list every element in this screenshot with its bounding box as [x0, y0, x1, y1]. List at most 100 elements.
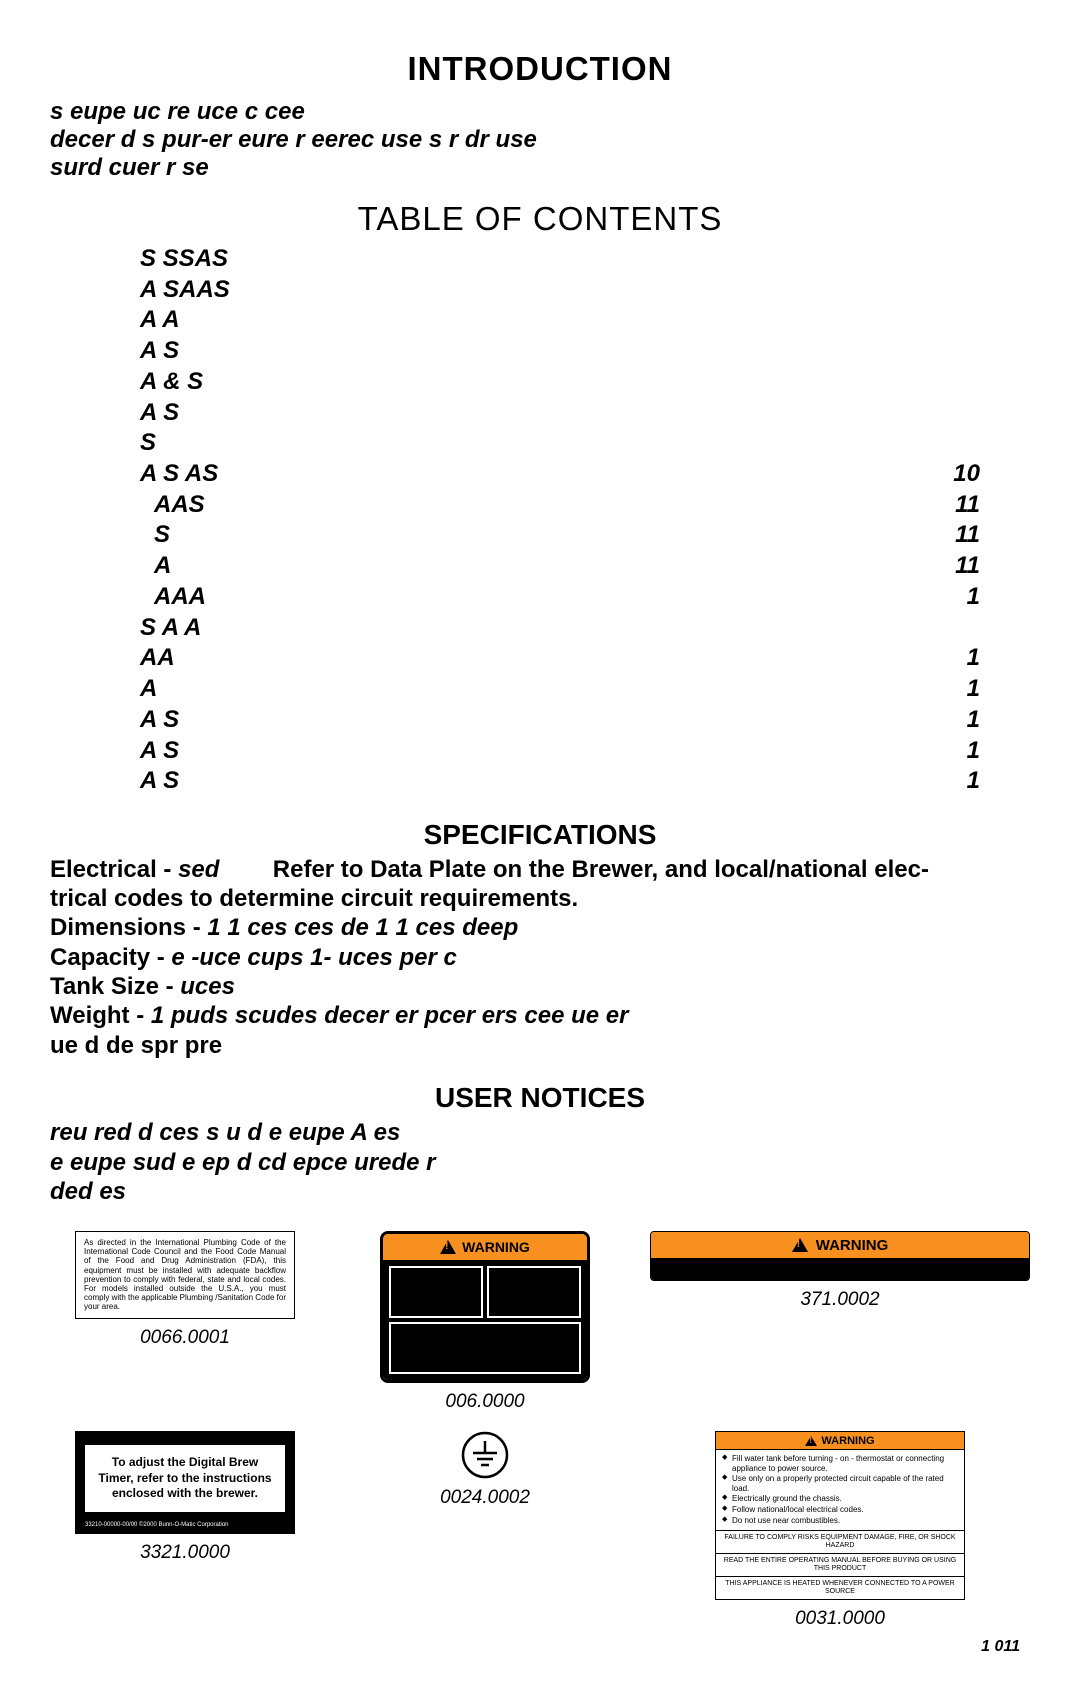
warning-pane [389, 1266, 483, 1318]
label-warning-detailed: WARNING Fill water tank before turning -… [650, 1431, 1030, 1630]
toc-label: AAS [154, 490, 205, 521]
label-number: 0024.0002 [440, 1487, 530, 1509]
toc-row: A1 [140, 674, 980, 705]
table-of-contents: S SSASA SAASA AA SA & SA S SA S AS10AAS1… [140, 244, 980, 797]
toc-row: A S1 [140, 766, 980, 797]
toc-label: A S AS [140, 459, 218, 490]
toc-label: A S [140, 705, 179, 736]
warning-section: READ THE ENTIRE OPERATING MANUAL BEFORE … [716, 1553, 964, 1576]
spec-label: Dimensions - [50, 914, 207, 941]
toc-row: A S 1 [140, 705, 980, 736]
toc-page: 11 [955, 520, 980, 551]
page-number: 1 011 [50, 1638, 1030, 1656]
notice-line: ded es [50, 1177, 1030, 1207]
heading-introduction: INTRODUCTION [50, 50, 1030, 88]
notice-line: reu red d ces s u d e eupe A es [50, 1118, 1030, 1148]
intro-line: decer d s pur-er eure r eerec use s r dr… [50, 126, 1030, 154]
toc-page: 1 [967, 643, 980, 674]
spec-value: e -uce cups 1- uces per c [171, 944, 456, 971]
toc-label: A SAAS [140, 275, 230, 306]
warning-pane [487, 1266, 581, 1318]
toc-label: A S [140, 736, 179, 767]
toc-page: 1 [967, 766, 980, 797]
toc-label: S [154, 520, 170, 551]
toc-label: A A [140, 305, 180, 336]
warning-strip: WARNING [650, 1231, 1030, 1281]
manual-page: INTRODUCTION s eupe uc re uce c cee dece… [0, 0, 1080, 1686]
spec-dimensions: Dimensions - 1 1 ces ces de 1 1 ces deep [50, 913, 1030, 942]
warning-bar: WARNING [651, 1232, 1029, 1258]
warning-list: Fill water tank before turning - on - th… [716, 1450, 964, 1530]
toc-row: S A A [140, 613, 980, 644]
toc-row: A & S [140, 367, 980, 398]
spec-value: uces [180, 973, 235, 1000]
label-brew-timer: To adjust the Digital Brew Timer, refer … [50, 1431, 320, 1564]
warning-section: FAILURE TO COMPLY RISKS EQUIPMENT DAMAGE… [716, 1530, 964, 1553]
toc-label: AAA [154, 582, 206, 613]
toc-row: AAA 1 [140, 582, 980, 613]
intro-line: surd cuer r se [50, 154, 1030, 182]
spec-weight-cont: ue d de spr pre [50, 1031, 1030, 1060]
warning-triangle-icon [440, 1240, 456, 1254]
spec-weight: Weight - 1 puds scudes decer er pcer ers… [50, 1001, 1030, 1030]
toc-row: S 11 [140, 520, 980, 551]
warning-detailed-sticker: WARNING Fill water tank before turning -… [715, 1431, 965, 1600]
toc-row: S [140, 428, 980, 459]
toc-label: S [140, 428, 156, 459]
label-warning-panel: WARNING 006.0000 [350, 1231, 620, 1413]
spec-value: sed [178, 856, 219, 883]
toc-label: A S [140, 336, 179, 367]
specifications-block: Electrical - sed Refer to Data Plate on … [50, 855, 1030, 1060]
toc-row: A S AS10 [140, 459, 980, 490]
toc-row: A S [140, 398, 980, 429]
toc-row: A S [140, 336, 980, 367]
toc-label: S SSAS [140, 244, 228, 275]
warning-list-item: Use only on a properly protected circuit… [722, 1474, 958, 1493]
ground-icon [461, 1431, 509, 1479]
toc-row: AAS11 [140, 490, 980, 521]
warning-bar: WARNING [716, 1432, 964, 1450]
brew-timer-footer: 33210-00000-00/00 ©2000 Bunn-O-Matic Cor… [85, 1522, 285, 1528]
brew-timer-card: To adjust the Digital Brew Timer, refer … [75, 1431, 295, 1534]
warning-text: WARNING [816, 1237, 889, 1254]
toc-label: AA [140, 643, 175, 674]
label-warning-strip: WARNING 371.0002 [650, 1231, 1030, 1311]
warning-section: THIS APPLIANCE IS HEATED WHENEVER CONNEC… [716, 1576, 964, 1599]
spec-value: 1 1 ces ces de 1 1 ces deep [207, 914, 518, 941]
spec-tank: Tank Size - uces [50, 972, 1030, 1001]
spec-label: Tank Size - [50, 973, 180, 1000]
warning-body [383, 1260, 587, 1380]
heading-user-notices: USER NOTICES [50, 1082, 1030, 1114]
toc-page: 11 [955, 551, 980, 582]
warning-labels-grid: As directed in the International Plumbin… [50, 1231, 1030, 1630]
heading-toc: TABLE OF CONTENTS [50, 200, 1030, 238]
user-notices-text: reu red d ces s u d e eupe A es e eupe s… [50, 1118, 1030, 1207]
warning-pane [389, 1322, 581, 1374]
warning-triangle-icon [792, 1238, 808, 1252]
spec-electrical-cont: trical codes to determine circuit requir… [50, 884, 1030, 913]
spec-label: Capacity - [50, 944, 171, 971]
plumbing-text-box: As directed in the International Plumbin… [75, 1231, 295, 1319]
warning-text: WARNING [821, 1435, 874, 1447]
heading-specifications: SPECIFICATIONS [50, 819, 1030, 851]
toc-row: AA 1 [140, 643, 980, 674]
toc-page: 1 [967, 674, 980, 705]
toc-page: 1 [967, 705, 980, 736]
warning-list-item: Electrically ground the chassis. [722, 1494, 958, 1504]
warning-strip-body [651, 1258, 1029, 1280]
spec-electrical: Electrical - sed Refer to Data Plate on … [50, 855, 1030, 884]
warning-text: WARNING [462, 1239, 530, 1255]
warning-list-item: Follow national/local electrical codes. [722, 1505, 958, 1515]
toc-page: 1 [967, 736, 980, 767]
intro-line: s eupe uc re uce c cee [50, 98, 1030, 126]
toc-label: S A A [140, 613, 201, 644]
toc-row: A11 [140, 551, 980, 582]
toc-row: S SSAS [140, 244, 980, 275]
toc-page: 1 [967, 582, 980, 613]
label-number: 371.0002 [800, 1289, 879, 1311]
brew-timer-text: To adjust the Digital Brew Timer, refer … [85, 1445, 285, 1512]
toc-row: A A [140, 305, 980, 336]
notice-line: e eupe sud e ep d cd epce urede r [50, 1148, 1030, 1178]
warning-list-item: Do not use near combustibles. [722, 1516, 958, 1526]
label-plumbing-notice: As directed in the International Plumbin… [50, 1231, 320, 1349]
